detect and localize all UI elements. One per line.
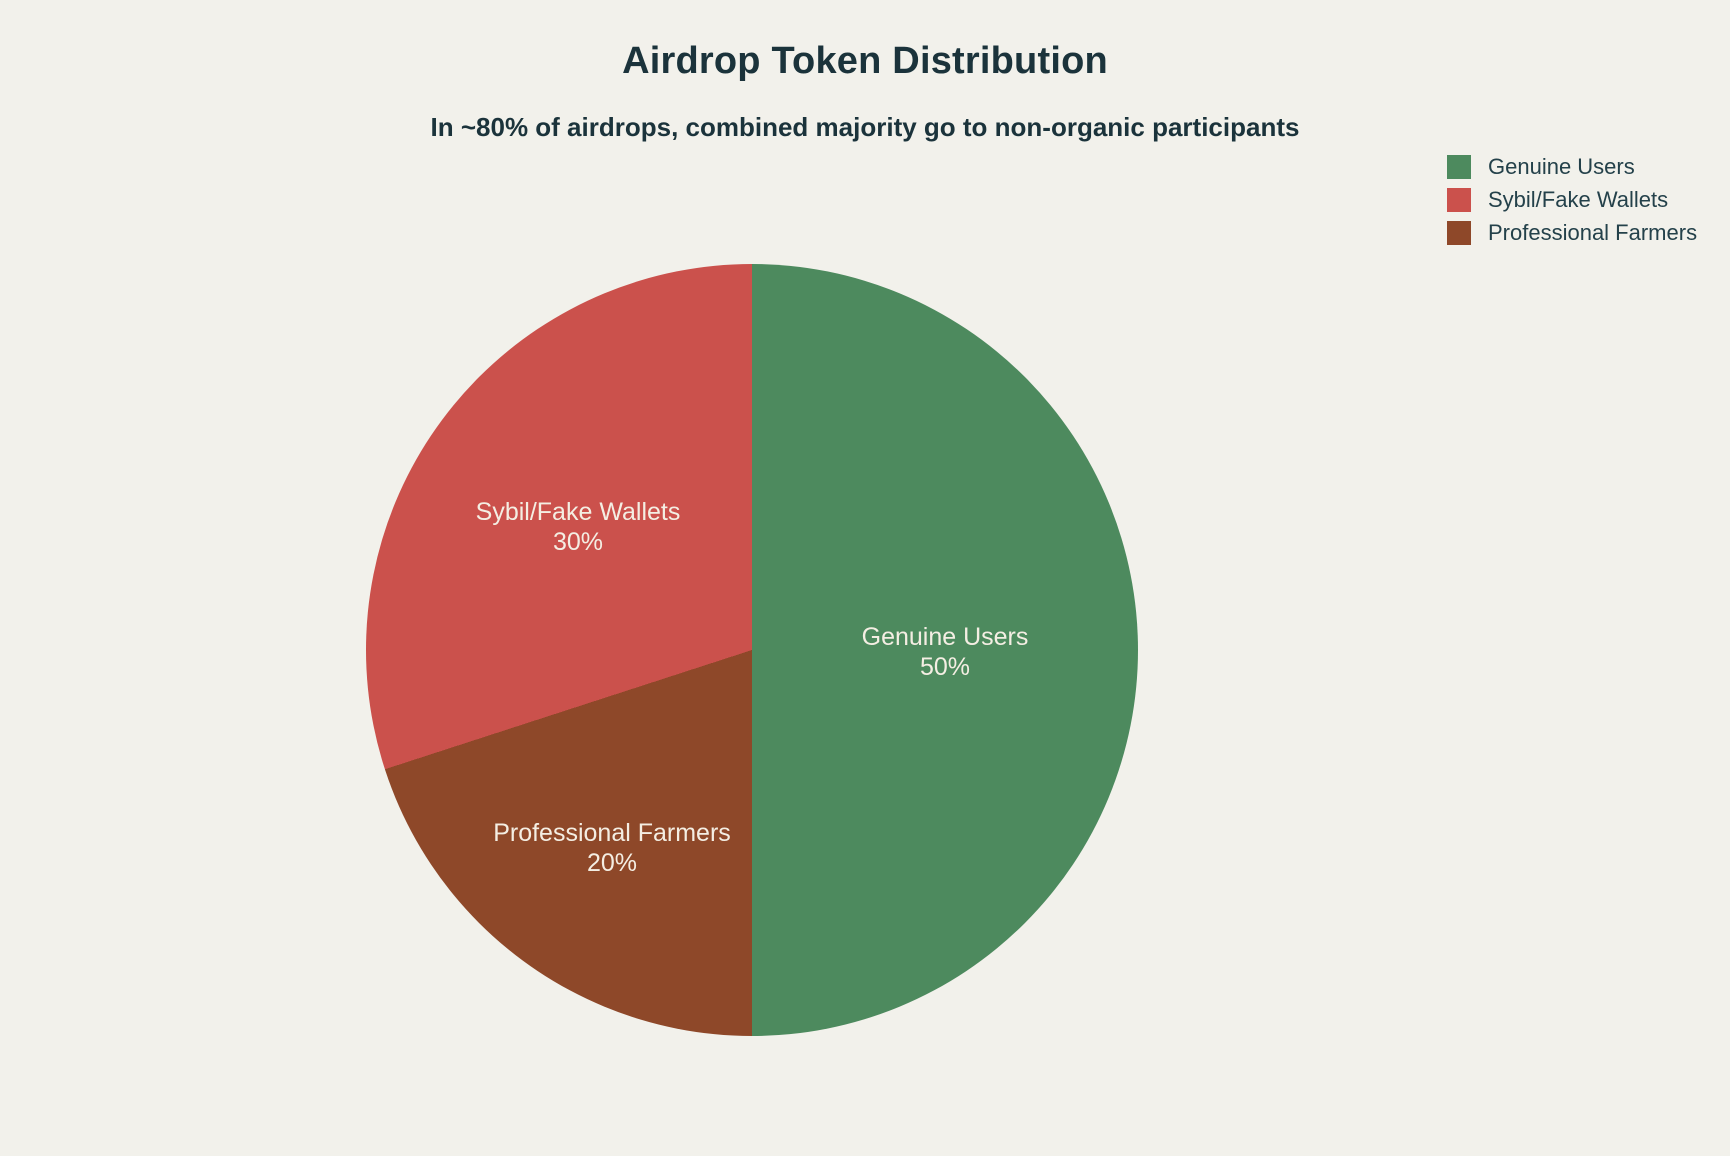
legend-item-sybil-fake-wallets: Sybil/Fake Wallets xyxy=(1447,187,1697,212)
legend-label-professional-farmers: Professional Farmers xyxy=(1488,220,1698,245)
legend-label-genuine-users: Genuine Users xyxy=(1488,154,1635,179)
legend-swatch-professional-farmers-icon xyxy=(1447,221,1471,245)
legend-swatch-sybil-fake-wallets-icon xyxy=(1447,188,1471,212)
chart-title: Airdrop Token Distribution xyxy=(622,40,1108,82)
legend-item-professional-farmers: Professional Farmers xyxy=(1447,220,1698,245)
pie xyxy=(366,264,1138,1036)
chart-subtitle: In ~80% of airdrops, combined majority g… xyxy=(430,112,1300,142)
legend-item-genuine-users: Genuine Users xyxy=(1447,154,1697,179)
legend-label-sybil-fake-wallets: Sybil/Fake Wallets xyxy=(1488,187,1669,212)
pie-chart: Genuine Users 50% Sybil/Fake Wallets 30%… xyxy=(366,264,1138,1036)
legend: Genuine Users Sybil/Fake Wallets Profess… xyxy=(1447,154,1698,245)
legend-swatch-genuine-users-icon xyxy=(1447,155,1471,179)
